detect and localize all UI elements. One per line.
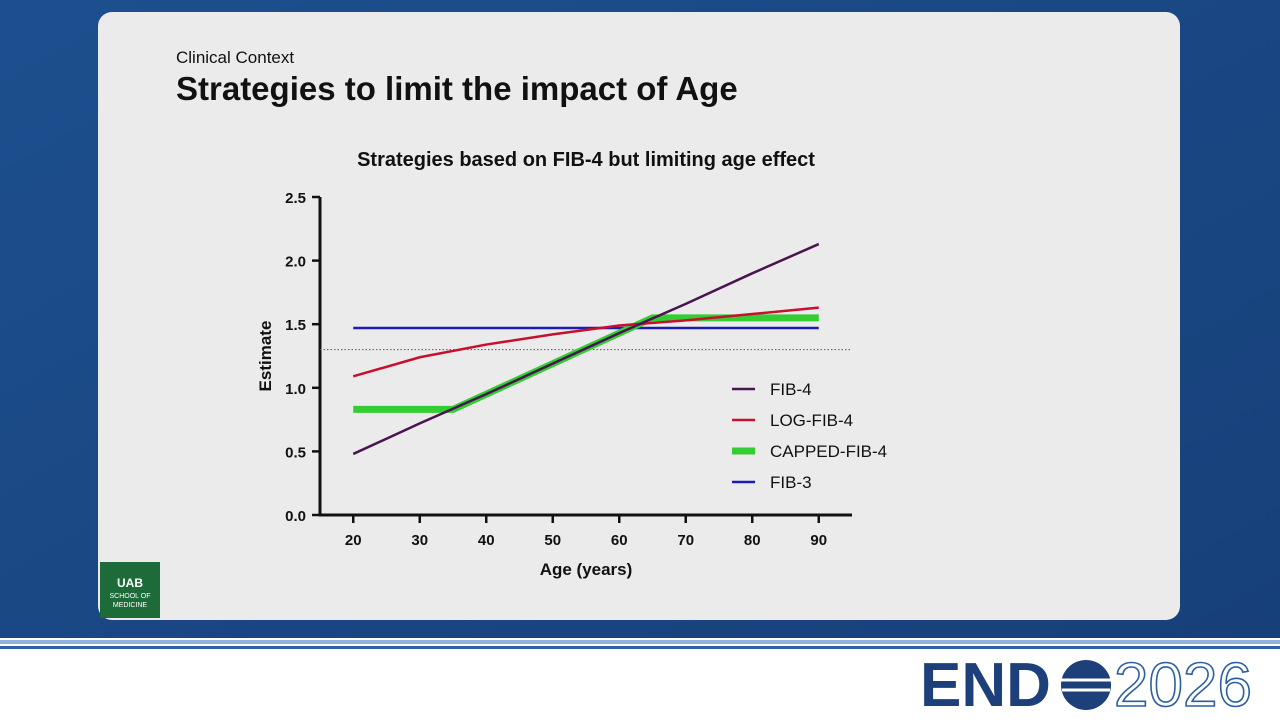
x-tick-label: 80 xyxy=(744,532,761,549)
legend-label: CAPPED-FIB-4 xyxy=(770,442,887,461)
chart-title: Strategies based on FIB-4 but limiting a… xyxy=(357,149,815,171)
series-line xyxy=(352,306,819,378)
x-tick-label: 50 xyxy=(544,532,561,549)
x-tick-label: 30 xyxy=(411,532,428,549)
footer-year: 2026 xyxy=(1114,651,1252,720)
globe-icon xyxy=(1061,660,1111,710)
footer-brand: END xyxy=(920,651,1051,720)
footer-stripe xyxy=(0,646,1280,649)
x-tick-label: 70 xyxy=(677,532,694,549)
kicker: Clinical Context xyxy=(176,48,294,67)
x-axis-label: Age (years) xyxy=(540,560,633,579)
legend-label: LOG-FIB-4 xyxy=(770,411,853,430)
y-tick-label: 2.0 xyxy=(285,254,306,271)
slide-title: Strategies to limit the impact of Age xyxy=(176,70,738,107)
logo-text: SCHOOL OF xyxy=(110,593,151,600)
logo-text: MEDICINE xyxy=(113,602,148,609)
legend-label: FIB-4 xyxy=(770,380,812,399)
plot: 0.0 0.5 1.0 1.5 2.0 2.5 20 30 40 50 60 70 80 90 FIB-4 L… xyxy=(285,190,887,549)
x-tick-label: 20 xyxy=(345,532,362,549)
x-tick-label: 60 xyxy=(611,532,628,549)
logo-text: UAB xyxy=(117,576,143,590)
footer-stripe xyxy=(0,640,1280,644)
y-axis-label: Estimate xyxy=(256,321,275,392)
y-tick-label: 1.5 xyxy=(285,317,306,334)
y-tick-label: 2.5 xyxy=(285,190,306,207)
x-tick-label: 90 xyxy=(810,532,827,549)
y-tick-label: 0.5 xyxy=(285,444,306,461)
y-tick-label: 1.0 xyxy=(285,381,306,398)
legend-label: FIB-3 xyxy=(770,473,812,492)
x-tick-label: 40 xyxy=(478,532,495,549)
series-line xyxy=(352,242,820,456)
y-tick-label: 0.0 xyxy=(285,508,306,525)
logo-box xyxy=(100,562,160,618)
slide-card xyxy=(98,12,1180,620)
